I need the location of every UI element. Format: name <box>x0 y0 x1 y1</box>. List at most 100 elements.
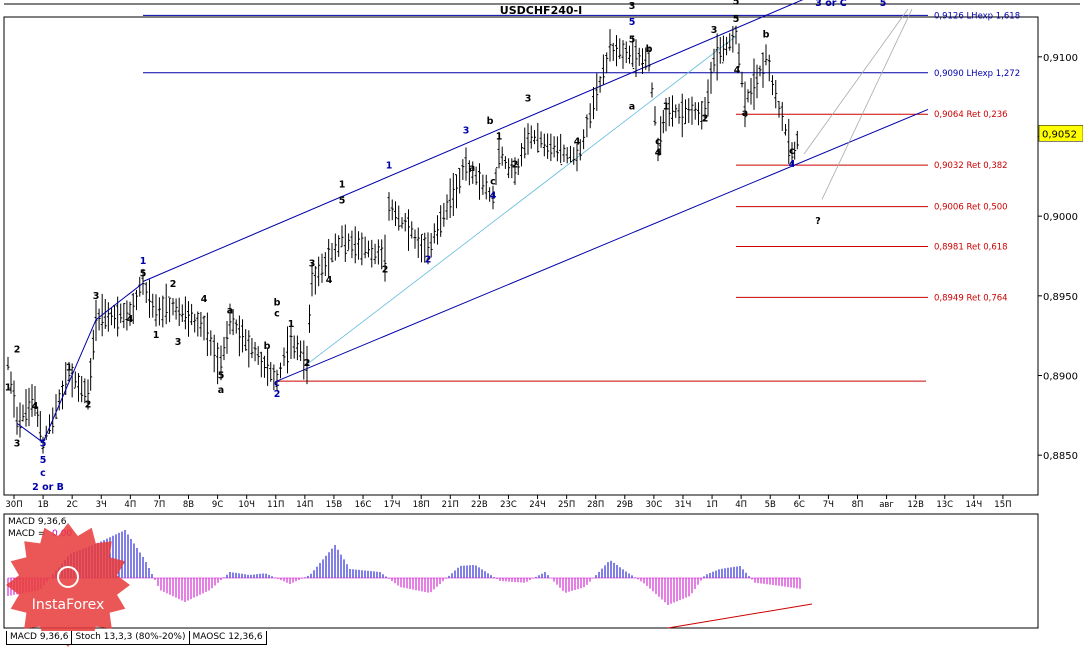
chart-title: USDCHF240-I <box>500 4 582 17</box>
time-tick-label: 4П <box>124 500 136 510</box>
price-tick-label: 0,8850 <box>1043 451 1078 462</box>
wave-label: 4 <box>201 294 208 305</box>
wave-label: 3 or C <box>815 0 846 9</box>
wave-label: 4 <box>127 314 134 325</box>
wave-label: a <box>742 108 748 119</box>
logo-star <box>6 523 130 647</box>
wave-label: 3 <box>175 337 182 348</box>
wave-label: c <box>274 378 280 389</box>
time-tick-label: 21П <box>442 500 459 510</box>
time-tick-label: 22В <box>471 500 488 510</box>
wave-label: 2 <box>304 358 311 369</box>
wave-label: 4 <box>734 65 741 76</box>
wave-label: 2 <box>85 399 92 410</box>
price-panel-frame <box>3 16 1039 496</box>
current-price-badge <box>1038 125 1083 142</box>
wave-label: 3 <box>629 1 636 12</box>
wave-label: 3 <box>14 438 21 449</box>
fib-level-label: 0,8949 Ret 0,764 <box>934 293 1008 303</box>
time-tick-label: 7П <box>154 500 166 510</box>
wave-label: 4 <box>326 275 333 286</box>
time-tick-label: 24Ч <box>529 500 546 510</box>
wave-label: 1 <box>386 160 393 171</box>
wave-label: 2 or B <box>32 482 64 493</box>
wave-label: b <box>763 30 770 41</box>
time-tick-label: 7Ч <box>823 500 834 510</box>
wave-label: 5 <box>140 269 147 280</box>
price-tick-label: 0,9100 <box>1043 53 1078 64</box>
fib-level-label: 0,9064 Ret 0,236 <box>934 110 1008 120</box>
time-tick-label: 2С <box>66 500 77 510</box>
time-tick-label: 11П <box>267 500 284 510</box>
wave-label: 5 <box>629 34 636 45</box>
wave-label: 2 <box>170 279 177 290</box>
time-tick-label: 5В <box>765 500 776 510</box>
wave-label: 3 <box>711 25 718 36</box>
wave-label: b <box>646 44 653 55</box>
time-tick-label: 9С <box>212 500 223 510</box>
fib-level-label: 0,8981 Ret 0,618 <box>934 242 1008 252</box>
wave-label: c <box>274 309 280 320</box>
wave-label: b <box>264 341 271 352</box>
wave-label: 1 <box>288 319 295 330</box>
wave-label: c <box>789 146 795 157</box>
fib-level-label: 0,9126 LHexp 1,618 <box>934 11 1020 21</box>
wave-label: 4 <box>32 401 39 412</box>
time-tick-label: 13С <box>936 500 953 510</box>
time-tick-label: 18П <box>413 500 430 510</box>
time-tick-label: 30П <box>5 500 22 510</box>
wave-label: 2 <box>382 265 389 276</box>
wave-label: 5 <box>218 371 225 382</box>
projection-line-b <box>821 8 913 200</box>
wave-label: b <box>274 297 281 308</box>
wave-label: ? <box>815 216 821 227</box>
wave-label: 5 <box>339 195 346 206</box>
macd-params-label: MACD 9,36,6 <box>8 517 67 527</box>
instaforex-logo: InstaForex <box>6 523 130 647</box>
lower-channel-line <box>276 108 929 382</box>
time-tick-label: 29В <box>616 500 633 510</box>
logo-text: InstaForex <box>32 597 105 613</box>
wave-label: 1 <box>140 256 147 267</box>
wave-label: c <box>655 136 661 147</box>
wave-label: 1 <box>5 383 12 394</box>
macd-panel-frame <box>3 513 1039 629</box>
time-tick-label: 3Ч <box>96 500 107 510</box>
wave-label: 2 <box>512 160 519 171</box>
macd-divergence-line <box>667 603 813 629</box>
tab-maosc[interactable]: MAOSC 12,36,6 <box>188 631 267 645</box>
wave-label: a <box>218 385 224 396</box>
time-tick-label: 17Ч <box>384 500 401 510</box>
current-price-label: 0,9052 <box>1042 129 1077 140</box>
tab-stoch[interactable]: Stoch 13,3,3 (80%-20%) <box>71 631 190 645</box>
price-tick-label: 0,8950 <box>1043 292 1078 303</box>
wave-label: 1 <box>66 363 73 374</box>
time-tick-label: 31Ч <box>675 500 692 510</box>
wave-label: 2 <box>702 113 709 124</box>
time-tick-label: 1П <box>706 500 718 510</box>
time-tick-label: 14П <box>296 500 313 510</box>
tab-macd[interactable]: MACD 9,36,6 <box>6 631 73 645</box>
indicator-tabs: MACD 9,36,6 Stoch 13,3,3 (80%-20%) MAOSC… <box>6 631 267 645</box>
wave-label: 3 <box>93 291 100 302</box>
wave-label: 3 <box>463 125 470 136</box>
logo-ring <box>57 566 79 588</box>
time-tick-label: 15В <box>326 500 343 510</box>
upper-channel-line <box>142 0 804 282</box>
time-tick-label: 4П <box>735 500 747 510</box>
wave-label: c <box>40 468 46 479</box>
time-tick-label: 1В <box>37 500 48 510</box>
price-tick-label: 0,8900 <box>1043 372 1078 383</box>
wave-label: a <box>469 163 475 174</box>
wave-label: b <box>487 116 494 127</box>
time-tick-label: 15П <box>994 500 1011 510</box>
price-tick-label: 0,9000 <box>1043 212 1078 223</box>
time-tick-label: авг <box>879 500 894 510</box>
wave-label: 5 <box>40 455 47 466</box>
wave-label: 5 <box>629 17 636 28</box>
time-tick-label: 23С <box>500 500 517 510</box>
time-tick-label: 14Ч <box>966 500 983 510</box>
wave-label: 3 <box>309 258 316 269</box>
